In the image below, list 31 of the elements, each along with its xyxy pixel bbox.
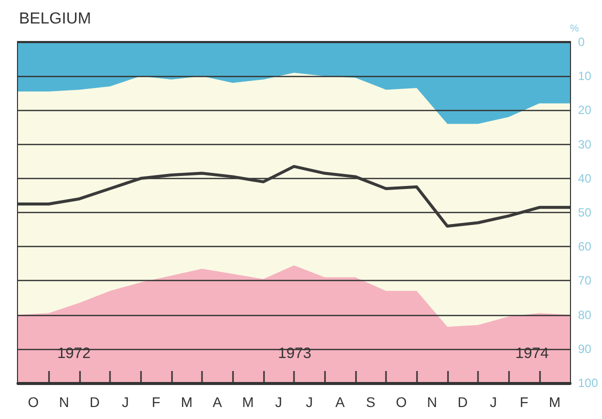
x-tick-label: F — [520, 394, 528, 410]
y-tick-label: 80 — [578, 308, 592, 322]
x-tick-label: N — [58, 394, 70, 410]
y-tick-label: 50 — [578, 206, 592, 220]
x-tick-label: A — [335, 394, 346, 410]
y-tick-label: 60 — [578, 240, 592, 254]
y-tick-label: 10 — [578, 69, 592, 84]
x-tick-label: S — [366, 394, 376, 410]
y-tick-label: 100 — [578, 376, 598, 390]
x-tick-label: O — [28, 394, 39, 410]
x-tick-label: M — [180, 394, 193, 410]
x-tick-label: N — [426, 394, 438, 410]
x-tick-label: D — [458, 394, 468, 410]
y-tick-label: 90 — [578, 342, 592, 356]
y-tick-label: 30 — [578, 137, 592, 152]
x-tick-label: O — [396, 394, 407, 410]
x-tick-label: J — [275, 394, 282, 410]
x-tick-label: D — [90, 394, 100, 410]
y-tick-label: 40 — [578, 171, 592, 186]
x-tick-label: A — [212, 394, 223, 410]
y-tick-label: 0 — [578, 35, 585, 49]
x-tick-label: J — [122, 394, 129, 410]
y-axis-title: % — [570, 24, 579, 34]
chart-title: BELGIUM — [19, 10, 92, 28]
x-tick-label: M — [548, 394, 561, 410]
y-tick-label: 70 — [578, 274, 592, 288]
x-tick-label: J — [490, 394, 497, 410]
x-tick-label: F — [152, 394, 160, 410]
y-tick-label: 20 — [578, 103, 592, 118]
x-tick-label: M — [242, 394, 254, 410]
x-tick-label: J — [306, 394, 313, 410]
